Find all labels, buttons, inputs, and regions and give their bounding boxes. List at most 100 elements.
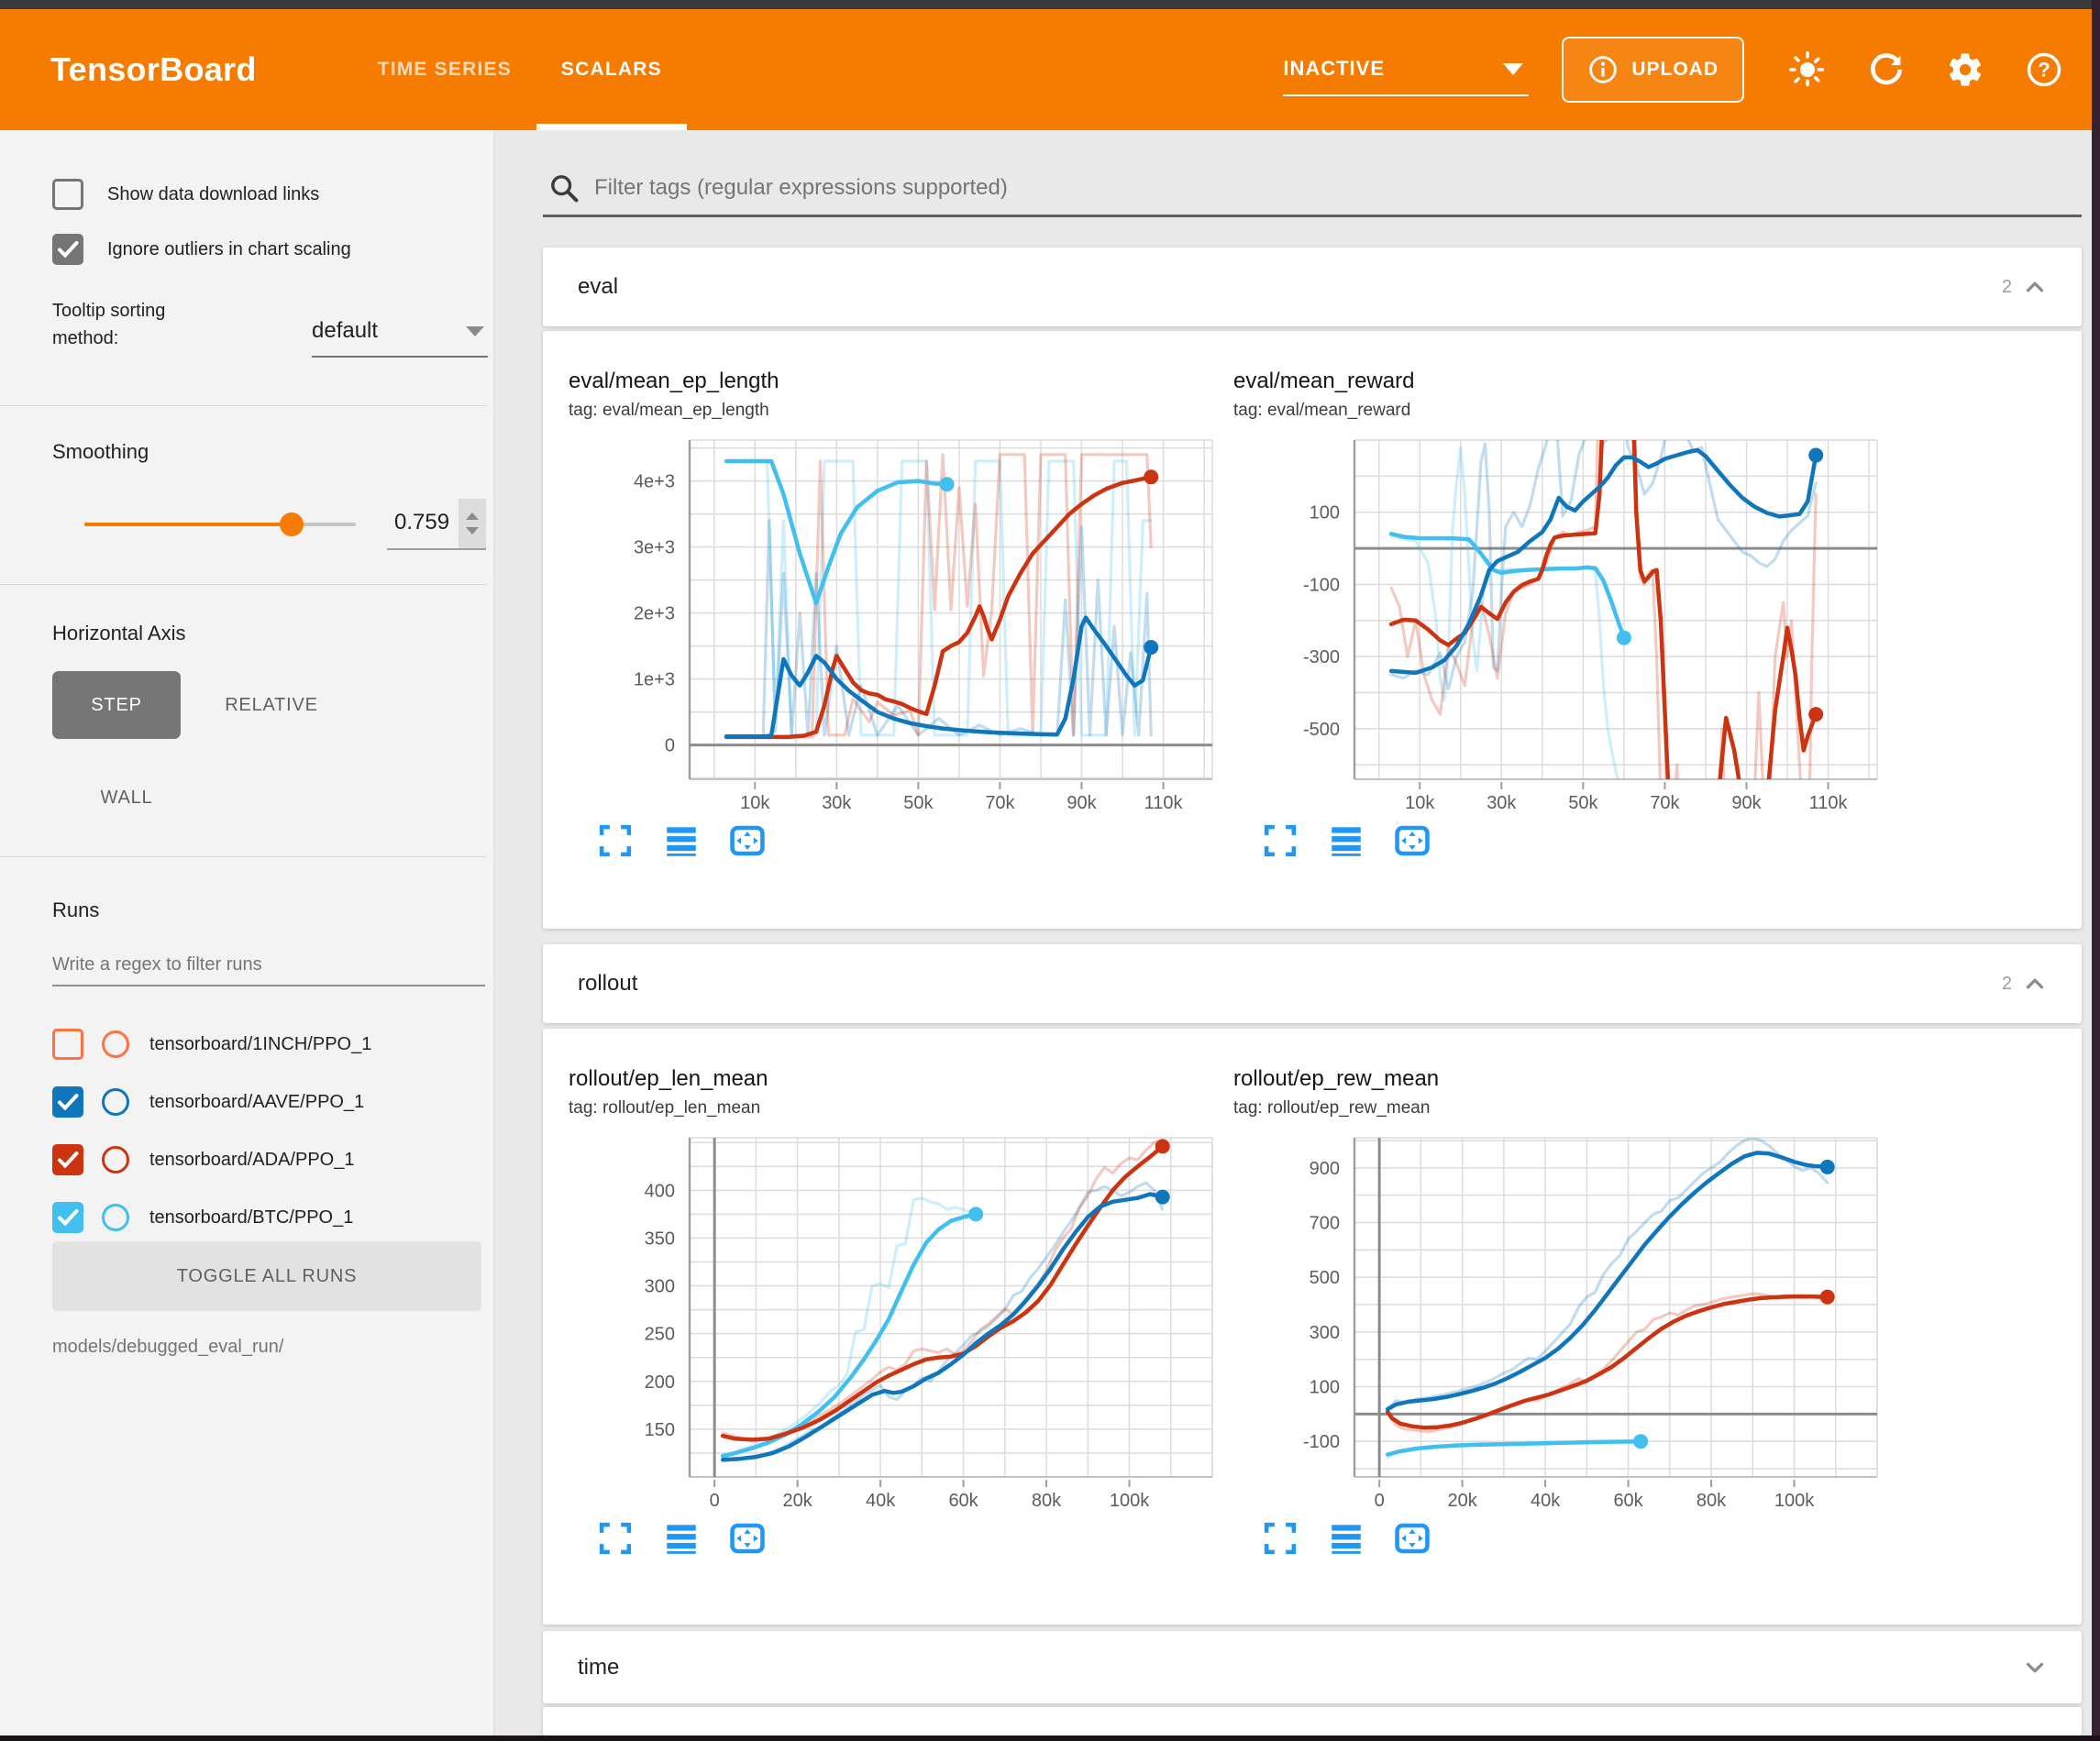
chart-plot[interactable]: 0 20k 40k 60k 80k 100k 150 200 250 300 350 400 — [569, 1125, 1220, 1510]
run-checkbox[interactable] — [52, 1202, 83, 1233]
check-icon — [58, 1094, 79, 1111]
series-end-dot-tensorboard/ADA/PPO_1 — [1144, 469, 1159, 485]
collapse-section-icon[interactable] — [2021, 970, 2049, 997]
x-tick-label: 110k — [1144, 793, 1184, 812]
expand-section-icon[interactable] — [2021, 1654, 2049, 1681]
run-label: tensorboard/ADA/PPO_1 — [149, 1149, 355, 1170]
y-tick-label: 100 — [1310, 1378, 1340, 1398]
series-end-dot-tensorboard/ADA/PPO_1 — [1819, 1289, 1835, 1305]
chart-title: eval/mean_ep_length — [569, 369, 779, 393]
tag-filter-field — [543, 161, 2082, 217]
app-logo: TensorBoard — [50, 50, 257, 88]
chart-plot[interactable]: 10k 30k 50k 70k 90k 110k 0 1e+3 2e+3 3e+3 4e+3 — [569, 427, 1220, 812]
chart-plot[interactable]: 10k 30k 50k 70k 90k 110k 100 -100 -300 -500 — [1233, 427, 1884, 812]
data-list-icon[interactable] — [662, 1519, 701, 1558]
section-title-rollout: rollout — [578, 971, 638, 996]
fullscreen-icon[interactable] — [1261, 821, 1299, 860]
data-list-icon[interactable] — [662, 821, 701, 860]
runs-logdir-path: models/debugged_eval_run/ — [52, 1337, 284, 1357]
header-actions: INACTIVE UPLOAD ? — [1283, 9, 2063, 130]
y-tick-label: 150 — [645, 1420, 675, 1440]
axis-relative-button[interactable]: RELATIVE — [225, 695, 318, 715]
run-checkbox[interactable] — [52, 1144, 83, 1175]
show-download-links-checkbox[interactable] — [52, 179, 83, 210]
toggle-all-runs-button[interactable]: TOGGLE ALL RUNS — [52, 1241, 481, 1311]
x-tick-label: 80k — [1032, 1491, 1062, 1510]
y-tick-label: 200 — [645, 1372, 675, 1393]
axis-step-button[interactable]: STEP — [52, 671, 181, 739]
series-raw-tensorboard/BTC/PPO_1 — [1389, 446, 1619, 779]
fullscreen-icon[interactable] — [596, 1519, 635, 1558]
chart-plot[interactable]: 0 20k 40k 60k 80k 100k -100 100 300 500 700 900 — [1233, 1125, 1884, 1510]
refresh-icon[interactable] — [1867, 50, 1906, 89]
chart-toolbar — [596, 821, 1203, 860]
show-download-links-row: Show data download links — [52, 176, 319, 213]
chevron-down-icon — [466, 325, 484, 336]
smoothing-value: 0.759 — [394, 510, 450, 534]
y-tick-label: 300 — [1310, 1323, 1340, 1343]
y-tick-label: 250 — [645, 1325, 675, 1345]
x-tick-label: 90k — [1067, 793, 1097, 812]
x-tick-label: 40k — [866, 1491, 896, 1510]
series-end-dot-tensorboard/BTC/PPO_1 — [939, 477, 955, 492]
x-tick-label: 50k — [1568, 793, 1598, 812]
upload-button[interactable]: UPLOAD — [1562, 37, 1744, 103]
run-checkbox[interactable] — [52, 1029, 83, 1060]
x-tick-label: 100k — [1110, 1491, 1150, 1510]
fit-domain-icon[interactable] — [1393, 821, 1431, 860]
run-color-radio[interactable] — [102, 1146, 129, 1174]
y-tick-label: 100 — [1310, 503, 1340, 523]
y-tick-label: 700 — [1310, 1214, 1340, 1234]
fit-domain-icon[interactable] — [728, 821, 767, 860]
y-tick-label: 300 — [645, 1277, 675, 1297]
x-tick-label: 60k — [948, 1491, 978, 1510]
x-tick-label: 110k — [1809, 793, 1849, 812]
axis-wall-button[interactable]: WALL — [100, 788, 153, 808]
horizontal-axis-label: Horizontal Axis — [52, 622, 186, 645]
slider-knob[interactable] — [280, 512, 304, 536]
brightness-icon[interactable] — [1788, 50, 1827, 89]
window-bottom-edge — [0, 1735, 2100, 1741]
run-color-radio[interactable] — [102, 1030, 129, 1058]
tag-filter-input[interactable] — [592, 174, 2082, 202]
show-download-links-label: Show data download links — [107, 183, 320, 204]
smoothing-slider[interactable] — [84, 512, 356, 536]
x-tick-label: 90k — [1731, 793, 1762, 812]
tab-scalars[interactable]: SCALARS — [536, 9, 687, 130]
section-eval-charts: eval/mean_ep_length tag: eval/mean_ep_len… — [543, 331, 2082, 929]
collapse-section-icon[interactable] — [2021, 273, 2049, 301]
run-row: tensorboard/1INCH/PPO_1 — [52, 1024, 371, 1064]
fullscreen-icon[interactable] — [1261, 1519, 1299, 1558]
smoothing-value-input[interactable]: 0.759 — [387, 499, 486, 550]
info-icon — [1589, 56, 1618, 83]
x-tick-label: 0 — [1375, 1491, 1385, 1510]
run-label: tensorboard/BTC/PPO_1 — [149, 1207, 354, 1228]
section-title-time: time — [578, 1654, 620, 1680]
number-stepper[interactable] — [459, 499, 486, 548]
stepper-down-icon[interactable] — [466, 527, 479, 534]
run-checkbox[interactable] — [52, 1086, 83, 1118]
fullscreen-icon[interactable] — [596, 821, 635, 860]
help-icon[interactable]: ? — [2025, 50, 2063, 89]
y-tick-label: 4e+3 — [634, 472, 675, 492]
reload-status-dropdown[interactable]: INACTIVE — [1283, 43, 1530, 96]
ignore-outliers-checkbox[interactable] — [52, 234, 83, 265]
fit-domain-icon[interactable] — [728, 1519, 767, 1558]
data-list-icon[interactable] — [1327, 1519, 1365, 1558]
tab-time-series[interactable]: TIME SERIES — [377, 59, 512, 80]
series-smoothed-tensorboard/ADA/PPO_1 — [1388, 440, 1818, 779]
fit-domain-icon[interactable] — [1393, 1519, 1431, 1558]
tooltip-sorting-dropdown[interactable]: default — [312, 306, 488, 358]
y-tick-label: 1e+3 — [634, 670, 675, 690]
runs-filter-input[interactable] — [52, 944, 485, 985]
run-color-radio[interactable] — [102, 1088, 129, 1116]
ignore-outliers-row: Ignore outliers in chart scaling — [52, 231, 351, 268]
chart-card-rollout/ep_rew_mean: rollout/ep_rew_mean tag: rollout/ep_rew_m… — [1233, 1065, 1878, 1558]
x-tick-label: 70k — [1650, 793, 1680, 812]
settings-gear-icon[interactable] — [1946, 50, 1984, 89]
run-color-radio[interactable] — [102, 1204, 129, 1231]
section-rollout-charts: rollout/ep_len_mean tag: rollout/ep_len_m… — [543, 1029, 2082, 1625]
stepper-up-icon[interactable] — [466, 512, 479, 520]
x-tick-label: 70k — [985, 793, 1015, 812]
data-list-icon[interactable] — [1327, 821, 1365, 860]
